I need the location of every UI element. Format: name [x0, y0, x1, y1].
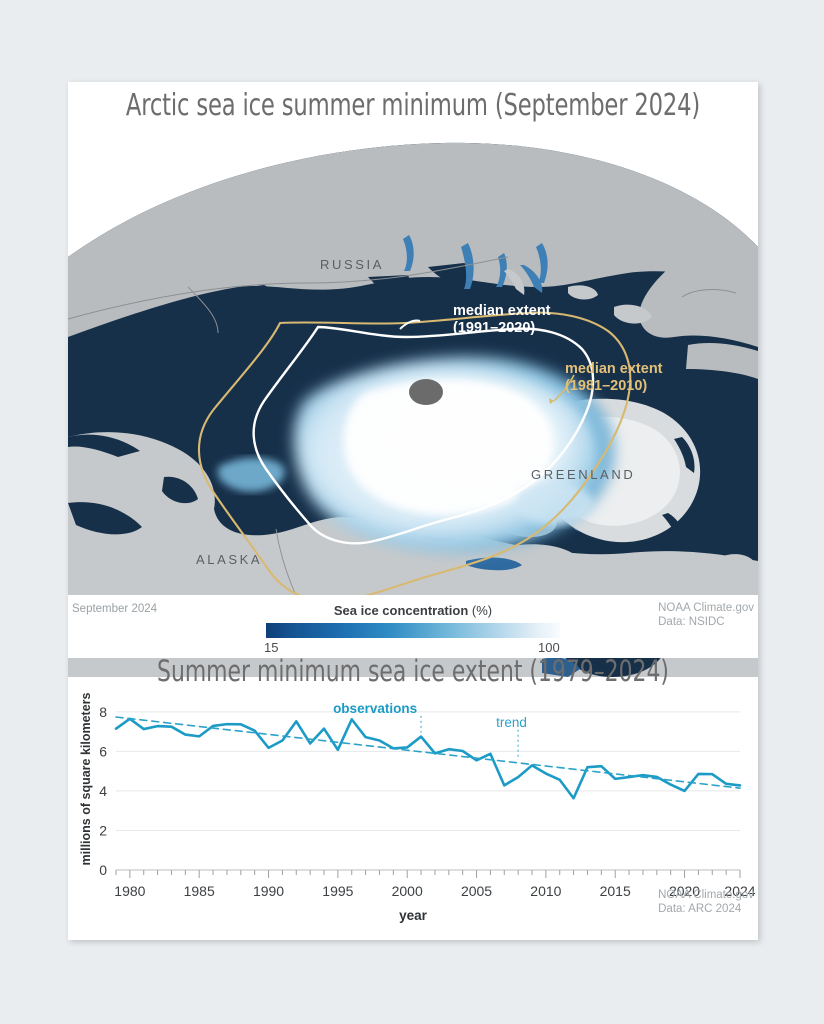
chart-x-tick-label: 1995	[322, 883, 353, 899]
chart-y-tick-label: 8	[99, 704, 107, 720]
annotation-line2: (1991–2020)	[453, 320, 536, 336]
chart-annotation-observations: observations	[333, 700, 418, 716]
chart-title: Summer minimum sea ice extent (1979–2024…	[157, 654, 669, 688]
annotation-line1: median extent	[453, 303, 551, 319]
infographic-card: Arctic sea ice summer minimum (September…	[68, 82, 758, 940]
chart-plot: 0 2 4 6 8 1980 1985 1990 1995 2000 2005 2010 2015 202…	[99, 704, 756, 899]
chart-x-tick-label: 2000	[392, 883, 423, 899]
chart-y-tick-label: 4	[99, 783, 107, 799]
chart-x-tick-label: 2010	[530, 883, 561, 899]
map-credit-line1: NOAA Climate.gov	[658, 602, 754, 614]
chart-x-axis-label: year	[399, 908, 427, 923]
sea-ice-extent-chart: millions of square kilometers 0 2 4 6 8 1980 1…	[68, 692, 758, 940]
chart-x-tick-label: 2020	[669, 883, 700, 899]
annotation-median-extent-1981-2010: median extent (1981–2010)	[565, 361, 663, 395]
chart-series-observations	[114, 717, 742, 800]
sea-ice-concentration-colorbar	[266, 623, 560, 638]
legend-title: Sea ice concentration (%)	[68, 603, 758, 618]
chart-x-tick-label: 1980	[114, 883, 145, 899]
legend-bar: September 2024 Sea ice concentration (%)…	[68, 595, 758, 658]
chart-x-tick-label: 2024	[724, 883, 755, 899]
chart-x-tick-label: 1985	[184, 883, 215, 899]
chart-series-trend	[115, 716, 741, 789]
chart-x-tick-label: 2005	[461, 883, 492, 899]
annotation-line1: median extent	[565, 361, 663, 377]
chart-annotation-trend: trend	[496, 714, 527, 730]
chart-credit-line1: NOAA Climate.gov	[658, 889, 754, 901]
chart-x-tick-label: 1990	[253, 883, 284, 899]
colorbar-max-label: 100	[538, 640, 560, 655]
median-extent-1981-2010-line	[197, 311, 632, 603]
chart-y-tick-label: 0	[99, 862, 107, 878]
map-credit-line2: Data: NSIDC	[658, 616, 725, 628]
page-title: Arctic sea ice summer minimum (September…	[125, 88, 701, 123]
annotation-line2: (1981–2010)	[565, 378, 648, 394]
legend-title-text: Sea ice concentration	[333, 603, 469, 618]
legend-title-unit: (%)	[471, 603, 493, 618]
chart-y-tick-label: 6	[99, 743, 107, 759]
chart-y-tick-label: 2	[99, 822, 107, 838]
median-extent-1991-2020-line	[252, 325, 595, 545]
pole-hole	[409, 379, 443, 405]
chart-x-tick-label: 2015	[600, 883, 631, 899]
annotation-median-extent-1991-2020: median extent (1991–2020)	[453, 303, 551, 337]
chart-credit-line2: Data: ARC 2024	[658, 903, 742, 915]
chart-credit: NOAA Climate.gov Data: ARC 2024	[658, 888, 754, 916]
colorbar-min-label: 15	[264, 640, 279, 655]
map-date-caption: September 2024	[72, 603, 158, 615]
map-credit: NOAA Climate.gov Data: NSIDC	[658, 601, 754, 629]
